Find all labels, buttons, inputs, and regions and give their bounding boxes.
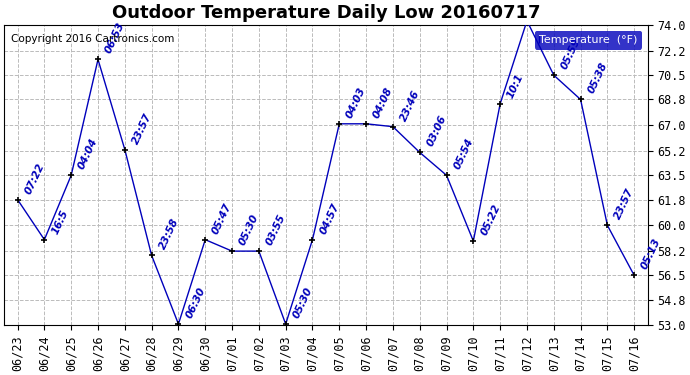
Text: 05:59: 05:59 [560,37,582,71]
Text: 05:22: 05:22 [479,202,502,237]
Text: 05:54: 05:54 [452,137,475,171]
Text: Copyright 2016 Cartronics.com: Copyright 2016 Cartronics.com [10,34,174,44]
Text: 03:55: 03:55 [264,213,288,247]
Text: 03:06: 03:06 [425,114,449,148]
Text: 23:46: 23:46 [398,88,422,123]
Text: 04:57: 04:57 [318,201,341,236]
Text: 05:38: 05:38 [586,61,609,95]
Text: 23:58: 23:58 [157,217,180,251]
Text: 07:22: 07:22 [23,161,46,195]
Text: 20: 20 [0,374,1,375]
Text: 04:03: 04:03 [345,86,368,120]
Text: 06:30: 06:30 [184,286,207,320]
Text: 10:1: 10:1 [506,72,526,100]
Text: 23:57: 23:57 [613,187,636,221]
Text: 04:04: 04:04 [77,137,100,171]
Legend: Temperature  (°F): Temperature (°F) [535,31,642,50]
Text: 05:30: 05:30 [291,286,314,320]
Title: Outdoor Temperature Daily Low 20160717: Outdoor Temperature Daily Low 20160717 [112,4,540,22]
Text: 16:5: 16:5 [50,208,70,236]
Text: 05:30: 05:30 [237,213,261,247]
Text: 05:47: 05:47 [211,201,234,236]
Text: 05:13: 05:13 [640,237,663,271]
Text: 23:57: 23:57 [130,111,153,146]
Text: 04:08: 04:08 [372,86,395,120]
Text: 06:53: 06:53 [104,21,127,55]
